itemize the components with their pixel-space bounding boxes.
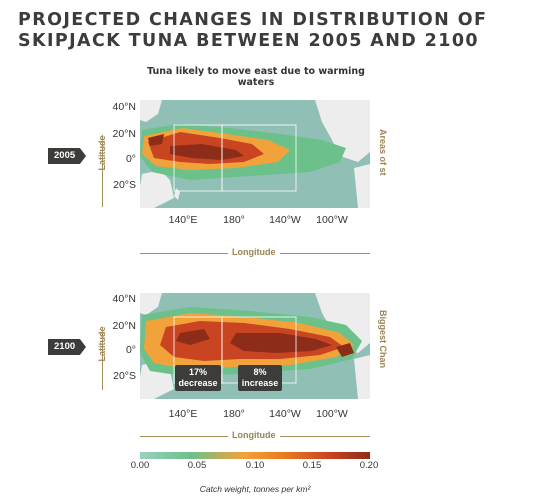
peak-catch-zone (176, 329, 210, 345)
legend-tick-label: 0.20 (359, 460, 379, 471)
figure-subtitle: Tuna likely to move east due to warming … (147, 66, 365, 88)
peak-catch-zone (170, 144, 244, 160)
latitude-axis-line (102, 328, 103, 390)
increase-label: increase (241, 378, 279, 388)
lon-tick-label: 180° (223, 214, 245, 226)
lat-tick-label: 20°S (113, 370, 136, 382)
right-side-label: Biggest Chan (378, 310, 388, 369)
asia-landmass (140, 100, 162, 122)
lon-tick-label: 100°W (316, 408, 348, 420)
central-region-box (221, 124, 297, 192)
legend-tick-label: 0.10 (245, 460, 265, 471)
lat-tick-label: 20°S (113, 179, 136, 191)
figure-title: PROJECTED CHANGES IN DISTRIBUTION OF SKI… (18, 10, 488, 51)
map-panel-2100: 2100 Latitude 40°N 20°N 0° 20°S 17% decr… (0, 288, 540, 453)
lat-tick-label: 20°N (112, 128, 136, 140)
peak-catch-zone (230, 333, 332, 353)
map-panel-2005: 2005 Latitude 40°N 20°N 0° 20°S Areas of… (0, 95, 540, 265)
right-side-label: Areas of st (378, 129, 388, 176)
lon-tick-label: 140°E (168, 214, 198, 226)
australia-landmass (140, 170, 174, 208)
legend-tick-label: 0.00 (130, 460, 150, 471)
decrease-badge: 17% decrease (175, 365, 221, 391)
catch-map (140, 100, 370, 208)
lat-tick-label: 40°N (112, 293, 136, 305)
increase-value: 8% (253, 367, 267, 377)
lat-tick-label: 40°N (112, 101, 136, 113)
catch-color-scale (140, 452, 370, 459)
legend-title: Catch weight, tonnes per km² (199, 484, 311, 494)
lat-tick-label: 20°N (112, 320, 136, 332)
lon-tick-label: 140°W (269, 408, 301, 420)
south-america-landmass (354, 355, 370, 399)
peak-catch-zone (148, 134, 164, 146)
lat-tick-label: 0° (125, 153, 136, 165)
year-tag: 2005 (48, 148, 86, 164)
asia-landmass (140, 293, 162, 315)
decrease-label: decrease (178, 378, 218, 388)
lon-tick-label: 100°W (316, 214, 348, 226)
lat-tick-label: 0° (125, 344, 136, 356)
longitude-axis-title: Longitude (228, 247, 280, 257)
legend-tick-label: 0.05 (187, 460, 207, 471)
year-tag: 2100 (48, 339, 86, 355)
legend-tick-label: 0.15 (302, 460, 322, 471)
north-america-landmass (315, 100, 370, 162)
lon-tick-label: 180° (223, 408, 245, 420)
latitude-axis-line (102, 135, 103, 207)
longitude-axis-title: Longitude (228, 430, 280, 440)
increase-badge: 8% increase (238, 365, 282, 391)
lon-tick-label: 140°W (269, 214, 301, 226)
lon-tick-label: 140°E (168, 408, 198, 420)
peak-catch-zone (336, 343, 354, 357)
south-america-landmass (354, 164, 370, 208)
decrease-value: 17% (188, 367, 207, 377)
